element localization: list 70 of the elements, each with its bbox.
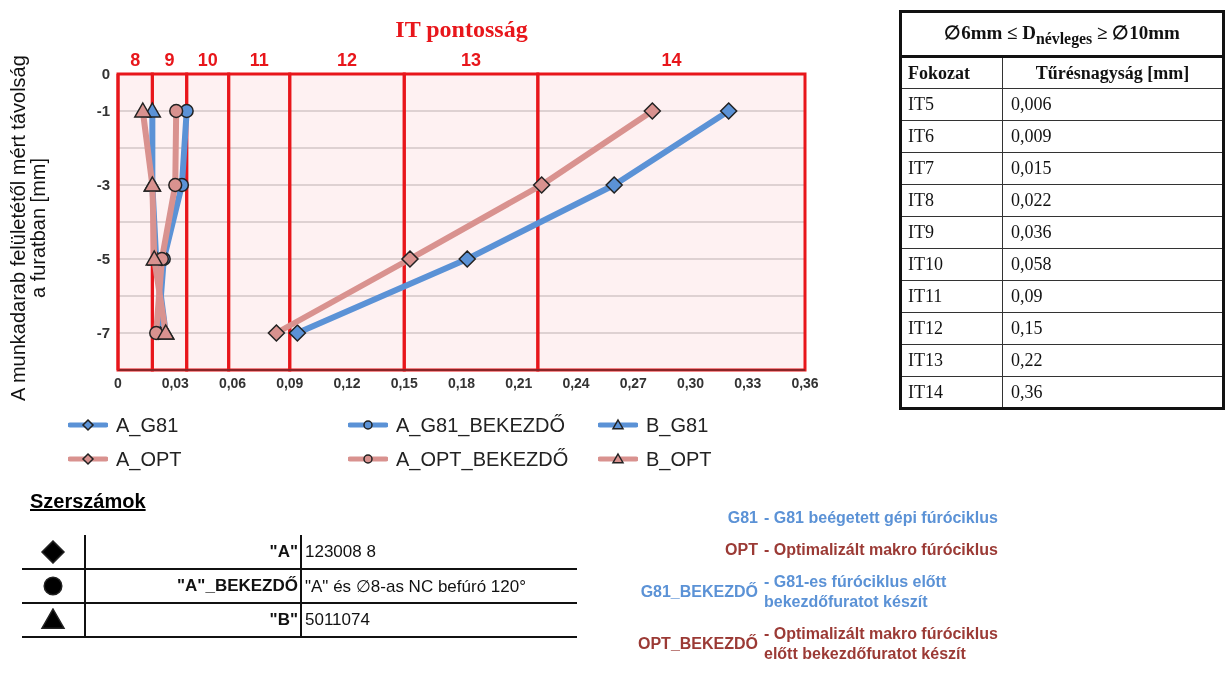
text: - G81-es fúróciklus előtt bekezdőfuratot készít (764, 572, 948, 612)
text: OPT_BEKEZDŐ (637, 634, 759, 654)
text: IT10 (900, 248, 1003, 281)
text: Fokozat (900, 56, 1003, 89)
chart-title: IT pontosság (394, 16, 529, 43)
text: ∅6mm ≤ D$_{névleges}$ ≥ ∅10mm (900, 11, 1224, 57)
text: - Optimalizált makro fúróciklus előtt bekezdőfuratot készít (764, 624, 999, 664)
y-tick-label: -1 (96, 102, 110, 120)
x-tick-label: 0,15 (390, 374, 419, 391)
text: 123008 8 (301, 535, 577, 569)
y-tick-label: 0 (101, 65, 110, 83)
text: "A" és ∅8-as NC befúró 120° (301, 569, 577, 603)
text: 0,058 (1002, 248, 1224, 281)
band-label: 13 (461, 50, 482, 70)
text: IT8 (900, 184, 1003, 217)
legend-label: A_G81 (116, 413, 179, 437)
text: IT13 (900, 344, 1003, 377)
x-tick-label: 0,21 (505, 374, 533, 391)
text: 0,022 (1002, 184, 1224, 217)
legend-label: B_OPT (646, 447, 712, 471)
legend-label: B_G81 (646, 413, 709, 437)
text: IT14 (900, 376, 1003, 409)
x-tick-label: 0,03 (161, 374, 190, 391)
text: 0,006 (1002, 88, 1224, 121)
x-tick-label: 0,12 (333, 374, 361, 391)
text: G81 (726, 508, 759, 528)
text: - G81 beégetett gépi fúróciklus (764, 508, 999, 528)
band-label: 12 (336, 50, 358, 70)
y-tick-label: -3 (96, 176, 110, 194)
band-label: 8 (130, 50, 141, 70)
y-axis-title: A munkadarab felületétől mért távolság a furatban [mm] (7, 54, 49, 403)
band-label: 10 (197, 50, 218, 70)
text: 0,22 (1002, 344, 1224, 377)
y-tick-label: -7 (96, 324, 110, 342)
legend-label: A_OPT_BEKEZDŐ (396, 447, 569, 471)
x-tick-label: 0,33 (734, 374, 762, 391)
text: 5011074 (301, 603, 577, 637)
band-label: 14 (661, 50, 682, 70)
text: 0,009 (1002, 120, 1224, 153)
y-tick-label: -5 (96, 250, 110, 268)
text: 0,015 (1002, 152, 1224, 185)
legend-label: A_OPT (116, 447, 182, 471)
text: - Optimalizált makro fúróciklus (764, 540, 999, 560)
text: IT7 (900, 152, 1003, 185)
text: 0,09 (1002, 280, 1224, 313)
text: 0,15 (1002, 312, 1224, 345)
text: "A" (85, 535, 301, 569)
x-tick-label: 0,36 (791, 374, 819, 391)
x-tick-label: 0,30 (676, 374, 705, 391)
text: IT12 (900, 312, 1003, 345)
x-tick-label: 0,09 (276, 374, 304, 391)
text: G81_BEKEZDŐ (639, 582, 759, 602)
text: IT6 (900, 120, 1003, 153)
text: IT11 (900, 280, 1003, 313)
band-label: 11 (249, 50, 269, 70)
text: Szerszámok (30, 490, 147, 513)
band-label: 9 (164, 50, 175, 70)
x-tick-label: 0 (114, 374, 123, 391)
text: IT5 (900, 88, 1003, 121)
text: Tűrésnagyság [mm] (1002, 56, 1224, 89)
text: "B" (85, 603, 301, 637)
text: "A"_BEKEZDŐ (85, 569, 301, 603)
text: 0,036 (1002, 216, 1224, 249)
x-tick-label: 0,06 (218, 374, 247, 391)
x-tick-label: 0,27 (619, 374, 648, 391)
legend-label: A_G81_BEKEZDŐ (396, 413, 565, 437)
x-tick-label: 0,18 (447, 374, 476, 391)
x-tick-label: 0,24 (562, 374, 590, 391)
text: IT9 (900, 216, 1003, 249)
text: OPT (724, 540, 759, 560)
